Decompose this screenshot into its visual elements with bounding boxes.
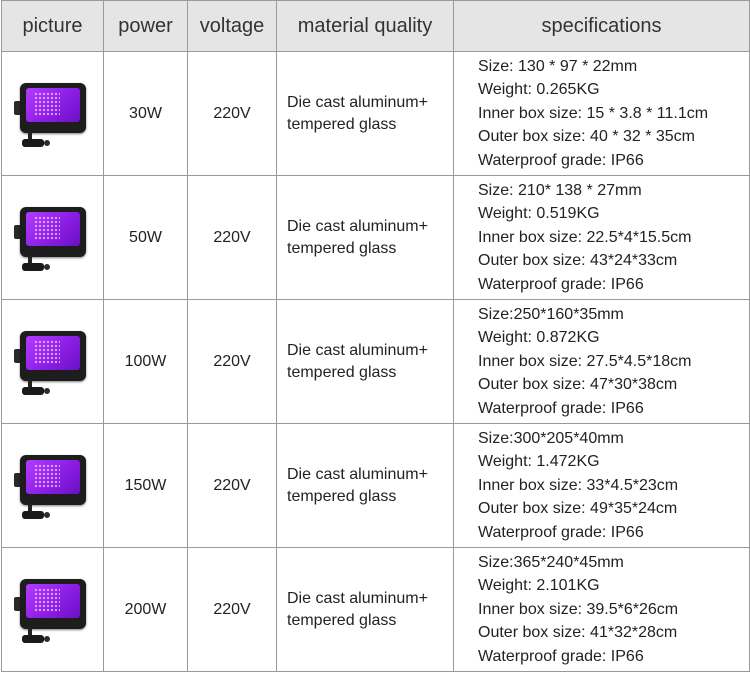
- header-picture: picture: [1, 0, 104, 52]
- spec-weight: Weight: 0.519KG: [478, 205, 600, 223]
- spec-size: Size:300*205*40mm: [478, 429, 624, 447]
- voltage-cell: 220V: [187, 547, 277, 672]
- spec-waterproof: Waterproof grade: IP66: [478, 523, 644, 541]
- spec-cell: Size:250*160*35mm Weight: 0.872KG Inner …: [453, 299, 750, 424]
- spec-outer-box: Outer box size: 41*32*28cm: [478, 624, 678, 642]
- material-line: Die cast aluminum+: [287, 93, 428, 111]
- picture-cell: [1, 175, 104, 300]
- voltage-cell: 220V: [187, 51, 277, 176]
- power-cell: 100W: [103, 299, 188, 424]
- spec-cell: Size:365*240*45mm Weight: 2.101KG Inner …: [453, 547, 750, 672]
- material-line: tempered glass: [287, 115, 397, 133]
- table-row: 30W 220V Die cast aluminum+ tempered gla…: [1, 51, 750, 176]
- spec-weight: Weight: 0.872KG: [478, 329, 600, 347]
- uv-flood-light-image: [13, 203, 92, 273]
- table-row: 50W 220V Die cast aluminum+ tempered gla…: [1, 175, 750, 300]
- table-row: 200W 220V Die cast aluminum+ tempered gl…: [1, 547, 750, 672]
- header-specifications: specifications: [453, 0, 750, 52]
- picture-cell: [1, 299, 104, 424]
- uv-flood-light-image: [13, 575, 92, 645]
- header-row: picture power voltage material quality s…: [1, 0, 750, 52]
- power-cell: 50W: [103, 175, 188, 300]
- spec-size: Size:365*240*45mm: [478, 553, 624, 571]
- picture-cell: [1, 423, 104, 548]
- voltage-cell: 220V: [187, 175, 277, 300]
- spec-waterproof: Waterproof grade: IP66: [478, 647, 644, 665]
- uv-flood-light-image: [13, 327, 92, 397]
- power-cell: 150W: [103, 423, 188, 548]
- spec-waterproof: Waterproof grade: IP66: [478, 399, 644, 417]
- voltage-cell: 220V: [187, 299, 277, 424]
- power-cell: 200W: [103, 547, 188, 672]
- material-cell: Die cast aluminum+ tempered glass: [276, 423, 454, 548]
- spec-weight: Weight: 2.101KG: [478, 577, 600, 595]
- uv-flood-light-image: [13, 451, 92, 521]
- table-row: 100W 220V Die cast aluminum+ tempered gl…: [1, 299, 750, 424]
- header-voltage: voltage: [187, 0, 277, 52]
- spec-cell: Size: 210* 138 * 27mm Weight: 0.519KG In…: [453, 175, 750, 300]
- spec-weight: Weight: 1.472KG: [478, 453, 600, 471]
- table-row: 150W 220V Die cast aluminum+ tempered gl…: [1, 423, 750, 548]
- uv-flood-light-image: [13, 79, 92, 149]
- material-line: Die cast aluminum+: [287, 589, 428, 607]
- spec-waterproof: Waterproof grade: IP66: [478, 151, 644, 169]
- spec-outer-box: Outer box size: 49*35*24cm: [478, 500, 678, 518]
- header-power: power: [103, 0, 188, 52]
- material-line: tempered glass: [287, 611, 397, 629]
- voltage-cell: 220V: [187, 423, 277, 548]
- header-material: material quality: [276, 0, 454, 52]
- spec-size: Size: 210* 138 * 27mm: [478, 181, 642, 199]
- spec-weight: Weight: 0.265KG: [478, 81, 600, 99]
- material-cell: Die cast aluminum+ tempered glass: [276, 547, 454, 672]
- spec-outer-box: Outer box size: 43*24*33cm: [478, 252, 678, 270]
- spec-cell: Size:300*205*40mm Weight: 1.472KG Inner …: [453, 423, 750, 548]
- spec-inner-box: Inner box size: 39.5*6*26cm: [478, 600, 679, 618]
- spec-inner-box: Inner box size: 15 * 3.8 * 11.1cm: [478, 104, 709, 122]
- spec-outer-box: Outer box size: 40 * 32 * 35cm: [478, 128, 695, 146]
- power-cell: 30W: [103, 51, 188, 176]
- material-line: tempered glass: [287, 239, 397, 257]
- spec-inner-box: Inner box size: 22.5*4*15.5cm: [478, 228, 692, 246]
- material-line: Die cast aluminum+: [287, 217, 428, 235]
- spec-inner-box: Inner box size: 33*4.5*23cm: [478, 476, 679, 494]
- material-line: tempered glass: [287, 363, 397, 381]
- material-line: tempered glass: [287, 487, 397, 505]
- material-line: Die cast aluminum+: [287, 341, 428, 359]
- material-cell: Die cast aluminum+ tempered glass: [276, 51, 454, 176]
- spec-size: Size: 130 * 97 * 22mm: [478, 57, 638, 75]
- spec-outer-box: Outer box size: 47*30*38cm: [478, 376, 678, 394]
- spec-cell: Size: 130 * 97 * 22mm Weight: 0.265KG In…: [453, 51, 750, 176]
- spec-size: Size:250*160*35mm: [478, 305, 624, 323]
- material-cell: Die cast aluminum+ tempered glass: [276, 175, 454, 300]
- picture-cell: [1, 547, 104, 672]
- spec-waterproof: Waterproof grade: IP66: [478, 275, 644, 293]
- picture-cell: [1, 51, 104, 176]
- material-cell: Die cast aluminum+ tempered glass: [276, 299, 454, 424]
- material-line: Die cast aluminum+: [287, 465, 428, 483]
- spec-inner-box: Inner box size: 27.5*4.5*18cm: [478, 352, 692, 370]
